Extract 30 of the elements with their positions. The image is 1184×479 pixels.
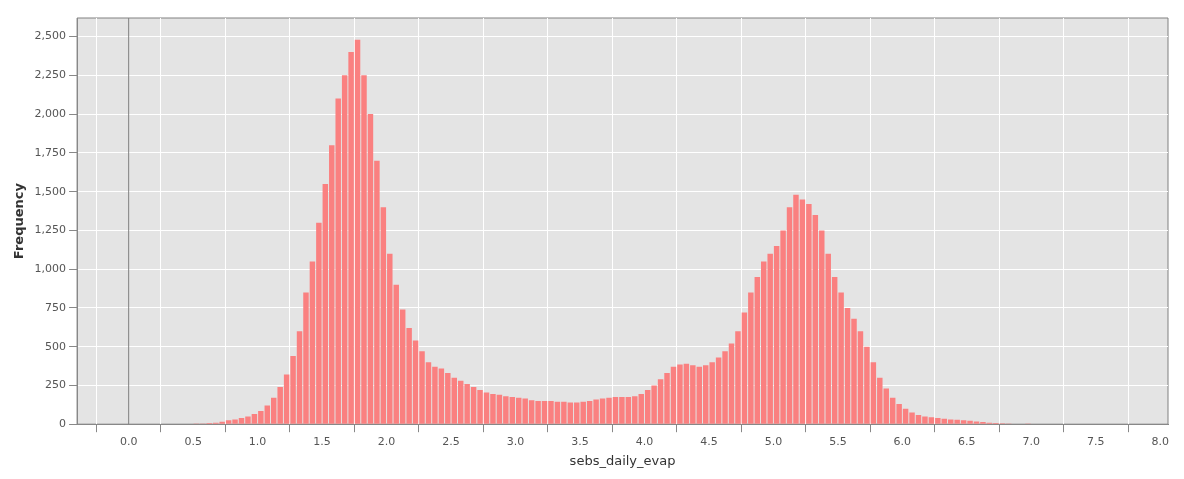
y-tick-label: 2,000 <box>34 106 67 120</box>
x-tick-label: 8.0 <box>1151 434 1170 448</box>
x-tick-label: 4.5 <box>700 434 718 448</box>
x-tick-label: 6.5 <box>958 434 976 448</box>
y-axis-title: Frequency <box>11 182 27 260</box>
x-axis-title: sebs_daily_evap <box>569 452 676 468</box>
x-tick-label: 3.5 <box>571 434 589 448</box>
y-tick-label: 0 <box>59 417 67 431</box>
y-tick-label: 750 <box>45 300 67 314</box>
y-tick-label: 500 <box>45 339 67 353</box>
x-tick-label: 4.0 <box>635 434 654 448</box>
x-tick-label: 7.5 <box>1087 434 1105 448</box>
y-tick-label: 1,000 <box>34 262 67 276</box>
x-tick-label: 7.0 <box>1022 434 1041 448</box>
x-tick-label: 1.0 <box>248 434 267 448</box>
x-tick-label: 2.0 <box>377 434 396 448</box>
x-tick-label: 5.0 <box>764 434 783 448</box>
y-tick-label: 1,500 <box>34 184 67 198</box>
y-tick-label: 1,750 <box>34 145 67 159</box>
x-tick-label: 2.5 <box>442 434 460 448</box>
x-tick-label: 3.0 <box>506 434 525 448</box>
x-tick-label: 5.5 <box>829 434 847 448</box>
y-tick-label: 2,250 <box>34 68 67 82</box>
y-tick-label: 1,250 <box>34 223 67 237</box>
x-tick-label: 1.5 <box>313 434 331 448</box>
y-tick-label: 2,500 <box>34 29 67 43</box>
x-tick-label: 0.5 <box>184 434 202 448</box>
x-tick-label: 0.0 <box>119 434 138 448</box>
x-tick-label: 6.0 <box>893 434 912 448</box>
y-tick-label: 250 <box>45 378 67 392</box>
